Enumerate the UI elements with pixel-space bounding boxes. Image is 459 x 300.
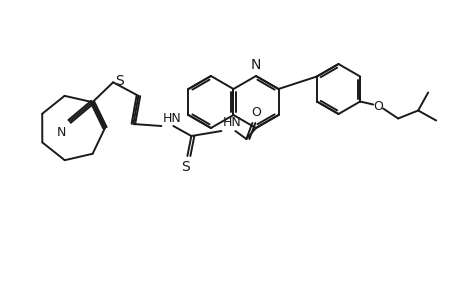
Text: HN: HN	[222, 116, 241, 129]
Text: O: O	[251, 106, 261, 119]
Text: S: S	[115, 74, 123, 88]
Text: N: N	[250, 58, 261, 72]
Text: O: O	[372, 100, 382, 113]
Text: HN: HN	[162, 112, 181, 125]
Text: N: N	[57, 126, 67, 140]
Text: S: S	[180, 160, 189, 174]
